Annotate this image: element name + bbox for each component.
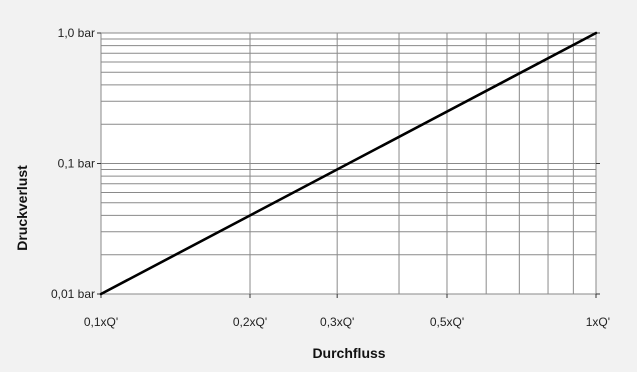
y-axis-title: Druckverlust — [14, 165, 30, 251]
grid — [97, 32, 600, 298]
y-tick-label: 0,1 bar — [58, 157, 95, 171]
x-tick-label: 0,5xQ' — [430, 315, 464, 329]
x-axis-title: Durchfluss — [312, 345, 385, 361]
x-tick-label: 0,3xQ' — [320, 315, 354, 329]
x-tick-label: 0,2xQ' — [233, 315, 267, 329]
x-tick-labels: 0,1xQ' 0,2xQ' 0,3xQ' 0,5xQ' 1xQ' — [84, 315, 610, 329]
series-line — [99, 31, 598, 296]
series-marks — [99, 31, 598, 296]
x-tick-label: 0,1xQ' — [84, 315, 118, 329]
y-tick-label: 0,01 bar — [51, 287, 95, 301]
y-tick-label: 1,0 bar — [58, 26, 95, 40]
x-tick-label: 1xQ' — [586, 315, 610, 329]
y-tick-labels: 0,01 bar 0,1 bar 1,0 bar — [51, 26, 95, 301]
